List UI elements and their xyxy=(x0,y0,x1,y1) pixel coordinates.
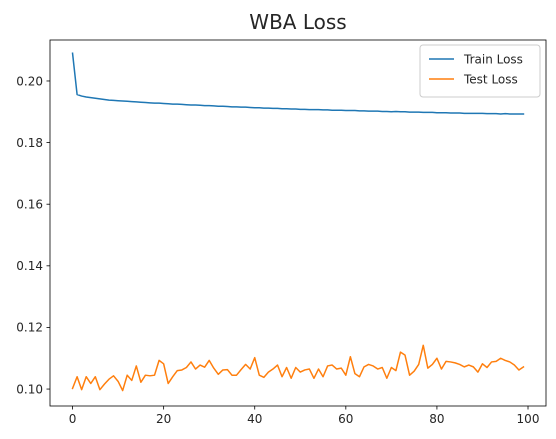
y-tick-label: 0.16 xyxy=(16,198,43,212)
y-tick-label: 0.20 xyxy=(16,74,43,88)
axes: 0 20 40 60 80 100 0.10 0.12 0.14 0.16 0.18 0.20 xyxy=(16,39,547,426)
y-tick-label: 0.14 xyxy=(16,259,43,273)
plot-area xyxy=(71,52,525,392)
legend: Train Loss Test Loss xyxy=(419,44,541,98)
legend-box xyxy=(419,44,541,98)
x-tick-label: 80 xyxy=(429,412,444,426)
chart-title: WBA Loss xyxy=(249,10,346,34)
axes-frame xyxy=(49,39,547,407)
y-tick-label: 0.10 xyxy=(16,382,43,396)
x-tick-label: 20 xyxy=(156,412,171,426)
x-tick-label: 60 xyxy=(338,412,353,426)
series-line-1 xyxy=(71,344,525,392)
y-tick-label: 0.18 xyxy=(16,136,43,150)
y-tick-label: 0.12 xyxy=(16,321,43,335)
legend-label-1: Test Loss xyxy=(463,72,518,86)
series-line-0 xyxy=(71,52,525,115)
x-tick-label: 40 xyxy=(247,412,262,426)
x-tick-label: 0 xyxy=(69,412,77,426)
legend-label-0: Train Loss xyxy=(463,52,523,66)
x-tick-label: 100 xyxy=(517,412,540,426)
